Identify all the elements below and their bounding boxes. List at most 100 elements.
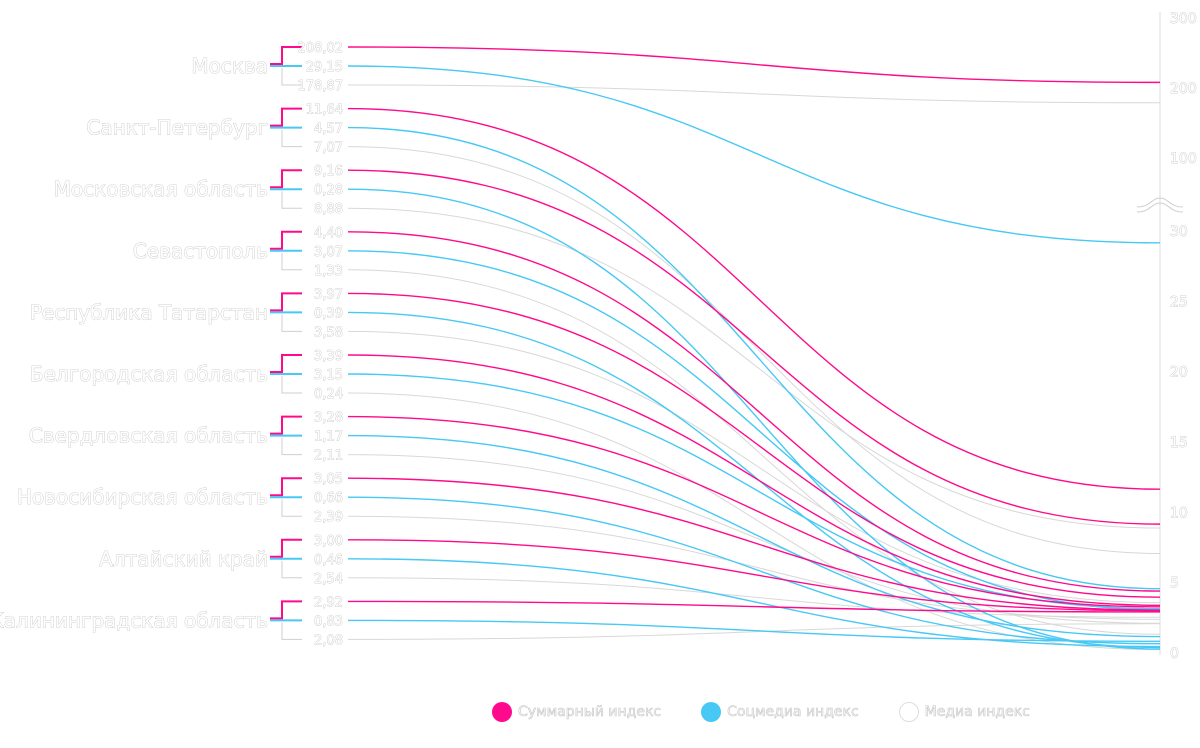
series-line-social	[347, 126, 1161, 590]
bracket-media	[281, 560, 302, 579]
series-line-media	[347, 330, 1161, 604]
series-line-total	[347, 477, 1161, 611]
series-line-total	[347, 107, 1161, 490]
legend-dot-total	[492, 702, 512, 722]
bracket-media	[281, 622, 302, 640]
value-label-media: 0,24	[314, 387, 343, 402]
legend-label-social: Соцмедиа индекс	[727, 704, 859, 721]
series-line-social	[347, 65, 1161, 244]
bracket-total	[270, 538, 302, 558]
series-line-total	[347, 169, 1161, 525]
value-label-social: 0,83	[314, 614, 343, 629]
bracket-total	[270, 292, 302, 312]
series-line-media	[347, 207, 1161, 529]
value-label-media: 3,58	[314, 325, 343, 340]
bracket-media	[281, 314, 302, 332]
bracket-media	[281, 129, 302, 148]
series-line-total	[347, 231, 1161, 592]
value-label-social: 29,15	[306, 60, 343, 75]
value-label-social: 3,07	[314, 245, 343, 260]
legend-dot-media	[898, 702, 919, 722]
y-tick-label: 300	[1170, 11, 1197, 27]
value-label-total: 3,05	[314, 472, 343, 487]
series-line-total	[347, 354, 1161, 607]
y-tick-label: 20	[1170, 365, 1188, 381]
region-label: Белгородская область	[30, 362, 268, 386]
bracket-media	[281, 68, 302, 86]
bracket-total	[270, 415, 302, 435]
region-label: Санкт-Петербург	[86, 116, 268, 140]
region-label: Новосибирская область	[17, 485, 268, 509]
legend-dot-social	[701, 702, 722, 722]
value-label-media: 2,39	[314, 510, 343, 525]
series-line-social	[347, 250, 1161, 611]
y-tick-label: 100	[1170, 151, 1197, 167]
y-tick-label: 15	[1170, 435, 1188, 451]
series-line-media	[347, 84, 1161, 104]
value-label-total: 3,00	[314, 534, 343, 549]
bracket-total	[270, 46, 302, 65]
bracket-media	[281, 191, 302, 209]
y-tick-label: 10	[1170, 505, 1188, 521]
series-line-media	[347, 146, 1161, 555]
region-label: Москва	[191, 54, 268, 78]
value-label-media: 7,07	[314, 141, 343, 156]
value-label-social: 4,57	[314, 122, 343, 137]
value-label-total: 11,64	[306, 103, 343, 118]
region-label: Севастополь	[133, 239, 268, 263]
value-label-total: 3,39	[314, 349, 343, 364]
legend-item-social[interactable]: Соцмедиа индекс	[701, 702, 859, 722]
series-line-media	[347, 515, 1161, 620]
series-line-total	[347, 292, 1161, 598]
value-label-total: 3,97	[314, 287, 343, 302]
y-tick-label: 200	[1170, 81, 1197, 97]
legend-item-total[interactable]: Суммарный индекс	[492, 702, 661, 722]
y-tick-label: 5	[1170, 576, 1179, 592]
region-label: Калининградская область	[0, 608, 268, 632]
y-tick-label: 30	[1170, 224, 1188, 240]
value-label-social: 0,46	[314, 553, 343, 568]
value-label-total: 9,16	[314, 164, 343, 179]
value-label-media: 8,88	[314, 202, 343, 217]
series-line-social	[347, 188, 1161, 650]
series-line-media	[347, 623, 1161, 640]
legend-label-media: Медиа индекс	[924, 704, 1030, 721]
bracket-media	[281, 252, 302, 271]
region-label: Московская область	[54, 177, 268, 201]
value-label-social: 0,28	[314, 183, 343, 198]
legend-label-total: Суммарный индекс	[518, 704, 662, 721]
scale-break-icon	[1136, 197, 1184, 213]
bracket-total	[270, 230, 302, 250]
bracket-total	[270, 600, 302, 620]
y-tick-label: 25	[1170, 294, 1188, 310]
value-label-social: 3,15	[314, 368, 343, 383]
value-label-social: 1,17	[314, 430, 343, 445]
value-label-media: 2,08	[314, 633, 343, 648]
bracket-media	[281, 376, 302, 394]
series-line-social	[347, 619, 1161, 643]
value-label-media: 178,87	[298, 79, 344, 94]
region-label: Республика Татарстан	[30, 300, 268, 324]
value-label-total: 208,02	[298, 41, 344, 56]
bracket-media	[281, 437, 302, 456]
region-label: Алтайский край	[99, 547, 268, 571]
value-label-social: 0,39	[314, 306, 343, 321]
value-label-media: 2,54	[314, 572, 343, 587]
series-line-media	[347, 577, 1161, 618]
series-line-total	[347, 46, 1161, 84]
value-label-social: 0,66	[314, 491, 343, 506]
bracket-total	[270, 477, 302, 497]
region-label: Свердловская область	[29, 424, 268, 448]
series-line-social	[347, 434, 1161, 638]
bracket-total	[270, 169, 302, 189]
series-line-total	[347, 539, 1161, 612]
series-line-social	[347, 373, 1161, 610]
value-label-total: 3,28	[314, 411, 343, 426]
bracket-total	[270, 107, 302, 127]
value-label-media: 2,11	[314, 449, 343, 464]
bracket-media	[281, 499, 302, 517]
legend: Суммарный индекс Соцмедиа индекс Медиа и…	[492, 702, 1030, 722]
legend-item-media[interactable]: Медиа индекс	[898, 702, 1030, 722]
y-tick-label: 0	[1170, 646, 1179, 662]
